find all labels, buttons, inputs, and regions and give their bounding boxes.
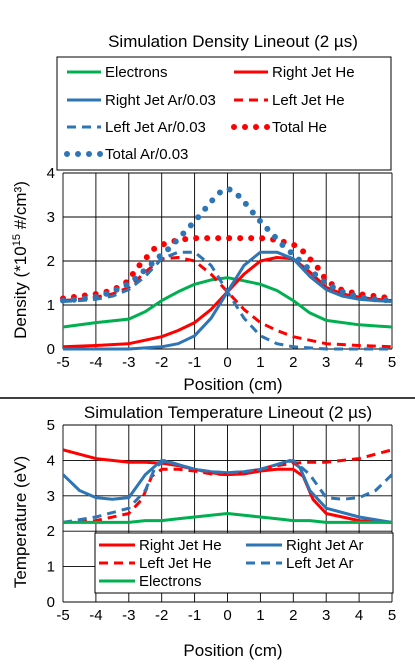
- density-x-tick-label: 3: [322, 354, 330, 371]
- temperature-legend-label-left-jet-ar: Left Jet Ar: [286, 555, 354, 572]
- temperature-x-tick-label: 0: [223, 607, 231, 624]
- temperature-x-tick-label: -4: [89, 607, 102, 624]
- density-y-label-rest: #/cm³): [11, 181, 30, 234]
- density-x-axis-label: Position (cm): [183, 375, 282, 394]
- density-legend-label-right-jet-ar-0-03: Right Jet Ar/0.03: [105, 92, 216, 109]
- density-y-tick-label: 4: [47, 165, 55, 182]
- temperature-x-tick-label: 1: [256, 607, 264, 624]
- temperature-series-left-jet-he: [62, 448, 393, 524]
- density-y-label-exp: 15: [11, 234, 23, 246]
- density-series-total-ar-0-03: [60, 185, 395, 304]
- density-x-tick-label: -1: [188, 354, 201, 371]
- temperature-legend-label-right-jet-ar: Right Jet Ar: [286, 537, 364, 554]
- density-legend-label-electrons: Electrons: [105, 64, 168, 81]
- temperature-y-tick-label: 2: [47, 523, 55, 540]
- density-x-tick-label: 4: [355, 354, 363, 371]
- density-legend-label-left-jet-ar-0-03: Left Jet Ar/0.03: [105, 119, 206, 136]
- temperature-y-tick-label: 5: [47, 417, 55, 434]
- density-x-tick-label: -4: [89, 354, 102, 371]
- density-chart-title: Simulation Density Lineout (2 µs): [108, 32, 358, 51]
- temperature-x-axis-label: Position (cm): [183, 641, 282, 660]
- temperature-x-tick-label: 4: [355, 607, 363, 624]
- temperature-legend-box: [94, 532, 394, 594]
- density-series-electrons: [62, 276, 393, 329]
- density-x-tick-label: -2: [155, 354, 168, 371]
- density-series-right-jet-ar-0-03: [63, 250, 393, 351]
- density-x-tick-label: 0: [223, 354, 231, 371]
- temperature-y-tick-label: 1: [47, 559, 55, 576]
- temperature-x-tick-label: 2: [289, 607, 297, 624]
- density-legend-label-left-jet-he: Left Jet He: [272, 92, 345, 109]
- temperature-y-tick-label: 0: [47, 594, 55, 611]
- temperature-series-electrons: [63, 512, 392, 524]
- temperature-plot: -5 -4 -3 -2 -1 0 1 2 3 4 5 0 1 2 3 4 5: [47, 417, 397, 624]
- density-y-tick-label: 2: [47, 253, 55, 270]
- temperature-legend: Right Jet He Right Jet Ar Left Jet He Left …: [99, 537, 364, 590]
- temperature-series-left-jet-ar: [62, 458, 394, 524]
- density-legend-label-total-ar-0-03: Total Ar/0.03: [105, 146, 188, 163]
- temperature-x-tick-label: -3: [122, 607, 135, 624]
- temperature-x-tick-label: 3: [322, 607, 330, 624]
- density-x-tick-label: 1: [256, 354, 264, 371]
- temperature-legend-label-right-jet-he: Right Jet He: [139, 537, 222, 554]
- density-y-tick-label: 1: [47, 297, 55, 314]
- temperature-legend-label-left-jet-he: Left Jet He: [139, 555, 212, 572]
- density-series-right-jet-he: [62, 256, 393, 349]
- temperature-y-axis-label: Temperature (eV): [11, 456, 30, 588]
- density-y-tick-label: 0: [47, 341, 55, 358]
- temperature-y-tick-label: 4: [47, 452, 55, 469]
- density-legend: Electrons Right Jet He Right Jet Ar/0.03 Le…: [64, 64, 355, 163]
- density-y-axis-label: Density (*1015 #/cm³): [11, 181, 30, 339]
- temperature-x-tick-label: -2: [155, 607, 168, 624]
- density-series-left-jet-he: [62, 256, 393, 349]
- density-plot: -5 -4 -3 -2 -1 0 1 2 3 4 5 0 1 2 3 4: [47, 165, 397, 371]
- temperature-legend-label-electrons: Electrons: [139, 573, 202, 590]
- density-x-tick-label: -5: [56, 354, 69, 371]
- density-legend-label-right-jet-he: Right Jet He: [272, 64, 355, 81]
- density-legend-label-total-he: Total He: [272, 119, 327, 136]
- density-series-total-he: [60, 235, 395, 302]
- density-x-tick-label: -3: [122, 354, 135, 371]
- density-y-label-main: Density (*10: [11, 246, 30, 339]
- temperature-x-tick-label: -5: [56, 607, 69, 624]
- density-series-left-jet-ar-0-03: [62, 250, 392, 351]
- density-x-tick-label: 2: [289, 354, 297, 371]
- temperature-x-tick-label: -1: [188, 607, 201, 624]
- density-legend-box: [56, 56, 392, 171]
- temperature-y-tick-label: 3: [47, 488, 55, 505]
- density-x-tick-label: 5: [388, 354, 396, 371]
- density-y-tick-label: 3: [47, 209, 55, 226]
- temperature-x-tick-label: 5: [388, 607, 396, 624]
- temperature-chart-title: Simulation Temperature Lineout (2 µs): [84, 403, 372, 422]
